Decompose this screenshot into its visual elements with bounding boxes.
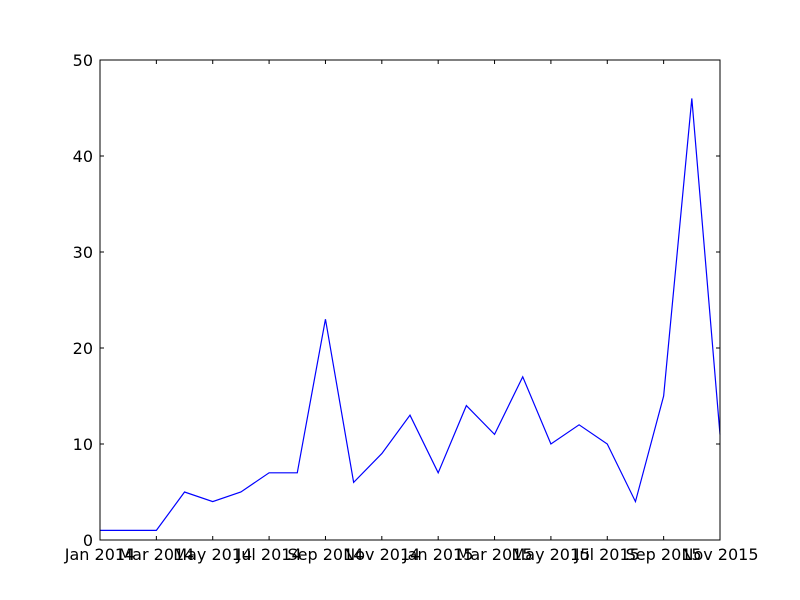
y-tick-label: 20 [73, 339, 93, 358]
y-tick-label: 50 [73, 51, 93, 70]
x-tick-label: May 2015 [511, 545, 590, 564]
series-line [100, 98, 721, 531]
x-tick-label: May 2014 [173, 545, 252, 564]
y-tick-label: 0 [83, 531, 93, 550]
x-tick-label: Nov 2014 [343, 545, 420, 564]
y-tick-label: 30 [73, 243, 93, 262]
x-tick-label: Jan 2015 [402, 545, 473, 564]
x-tick-label: Jan 2014 [64, 545, 135, 564]
x-tick-label: Sep 2015 [626, 545, 702, 564]
x-tick-label: Mar 2014 [118, 545, 194, 564]
axes-frame [99, 59, 721, 541]
y-tick-label: 40 [73, 147, 93, 166]
x-tick-label: Sep 2014 [287, 545, 363, 564]
x-tick-label: Jul 2014 [236, 545, 302, 564]
x-tick-label: Mar 2015 [457, 545, 533, 564]
x-tick-label: Jul 2015 [574, 545, 640, 564]
y-tick-label: 10 [73, 435, 93, 454]
x-tick-label: Nov 2015 [681, 545, 758, 564]
y-axis: 0 10 20 30 40 50 [73, 51, 720, 550]
